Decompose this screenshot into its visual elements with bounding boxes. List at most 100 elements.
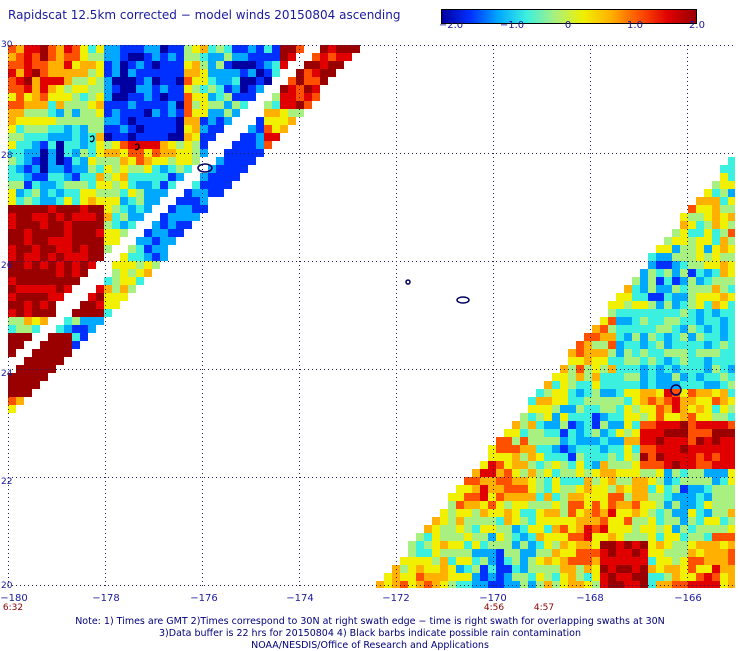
wind-diff-cell [40, 181, 48, 189]
wind-diff-cell [688, 285, 696, 293]
wind-diff-cell [208, 77, 216, 85]
wind-diff-cell [640, 581, 648, 588]
wind-diff-cell [456, 485, 464, 493]
wind-diff-cell [712, 573, 720, 581]
wind-diff-cell [640, 533, 648, 541]
wind-diff-cell [592, 349, 600, 357]
wind-diff-cell [72, 101, 80, 109]
wind-diff-cell [520, 421, 528, 429]
wind-diff-cell [696, 565, 704, 573]
wind-diff-cell [32, 317, 40, 325]
wind-diff-cell [136, 77, 144, 85]
wind-diff-cell [712, 549, 720, 557]
wind-diff-cell [632, 501, 640, 509]
wind-diff-cell [704, 189, 712, 197]
note-line-2: 3)Data buffer is 22 hrs for 20150804 4) … [159, 628, 581, 639]
wind-diff-cell [536, 525, 544, 533]
wind-diff-cell [544, 437, 552, 445]
wind-diff-cell [312, 61, 320, 69]
wind-diff-cell [552, 413, 560, 421]
wind-diff-cell [640, 509, 648, 517]
wind-diff-cell [32, 213, 40, 221]
wind-diff-cell [152, 237, 160, 245]
wind-diff-cell [32, 45, 40, 53]
wind-diff-cell [424, 565, 432, 573]
wind-diff-cell [160, 189, 168, 197]
wind-diff-cell [656, 445, 664, 453]
wind-diff-cell [688, 245, 696, 253]
wind-diff-cell [520, 445, 528, 453]
wind-diff-cell [96, 205, 104, 213]
wind-diff-cell [504, 453, 512, 461]
wind-diff-cell [504, 525, 512, 533]
wind-diff-cell [168, 69, 176, 77]
wind-diff-cell [136, 45, 144, 53]
wind-diff-cell [384, 573, 392, 581]
wind-diff-cell [272, 61, 280, 69]
wind-diff-cell [592, 581, 600, 588]
wind-diff-cell [584, 341, 592, 349]
wind-diff-cell [672, 549, 680, 557]
wind-diff-cell [600, 485, 608, 493]
wind-diff-cell [720, 197, 728, 205]
wind-diff-cell [696, 197, 704, 205]
wind-diff-cell [624, 525, 632, 533]
note-line-1: Note: 1) Times are GMT 2)Times correspon… [75, 616, 665, 627]
wind-diff-cell [560, 493, 568, 501]
wind-diff-cell [224, 61, 232, 69]
wind-diff-cell [720, 517, 728, 525]
wind-diff-cell [456, 509, 464, 517]
wind-diff-cell [160, 141, 168, 149]
wind-diff-cell [696, 253, 704, 261]
wind-diff-cell [536, 549, 544, 557]
wind-diff-cell [216, 101, 224, 109]
wind-diff-cell [224, 165, 232, 173]
wind-diff-cell [184, 53, 192, 61]
wind-diff-cell [664, 381, 672, 389]
wind-diff-cell [112, 157, 120, 165]
wind-diff-cell [712, 565, 720, 573]
wind-diff-cell [448, 525, 456, 533]
wind-diff-cell [288, 53, 296, 61]
wind-diff-cell [552, 525, 560, 533]
wind-diff-cell [72, 165, 80, 173]
wind-diff-cell [272, 117, 280, 125]
wind-diff-cell [632, 509, 640, 517]
wind-diff-cell [96, 285, 104, 293]
wind-diff-cell [264, 53, 272, 61]
wind-diff-cell [728, 421, 735, 429]
wind-diff-cell [568, 565, 576, 573]
wind-diff-cell [432, 565, 440, 573]
wind-diff-cell [200, 205, 208, 213]
wind-diff-cell [104, 221, 112, 229]
wind-diff-cell [56, 293, 64, 301]
wind-diff-cell [712, 221, 720, 229]
wind-diff-cell [696, 245, 704, 253]
wind-diff-cell [80, 229, 88, 237]
wind-diff-cell [88, 93, 96, 101]
wind-diff-cell [48, 61, 56, 69]
wind-diff-cell [32, 197, 40, 205]
wind-diff-cell [56, 341, 64, 349]
wind-diff-cell [640, 277, 648, 285]
wind-diff-cell [48, 165, 56, 173]
wind-diff-cell [632, 333, 640, 341]
wind-diff-cell [88, 229, 96, 237]
wind-diff-cell [432, 541, 440, 549]
wind-diff-cell [680, 469, 688, 477]
wind-diff-cell [624, 429, 632, 437]
wind-diff-cell [616, 413, 624, 421]
wind-diff-cell [664, 445, 672, 453]
wind-diff-cell [576, 477, 584, 485]
wind-diff-cell [272, 53, 280, 61]
wind-diff-cell [120, 221, 128, 229]
wind-diff-cell [448, 541, 456, 549]
wind-diff-cell [568, 373, 576, 381]
wind-diff-cell [120, 269, 128, 277]
wind-diff-cell [416, 557, 424, 565]
wind-diff-cell [40, 245, 48, 253]
wind-diff-cell [48, 269, 56, 277]
wind-diff-cell [720, 501, 728, 509]
wind-diff-cell [680, 309, 688, 317]
wind-diff-cell [680, 285, 688, 293]
